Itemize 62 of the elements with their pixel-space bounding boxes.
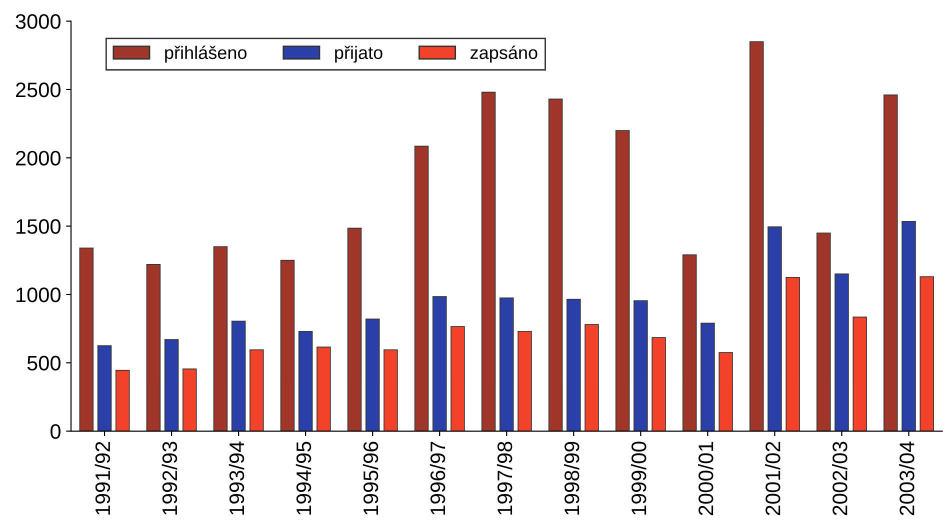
bar bbox=[548, 98, 563, 432]
bar bbox=[786, 276, 800, 432]
bar bbox=[518, 330, 532, 432]
bar bbox=[652, 337, 666, 432]
bar bbox=[116, 370, 130, 432]
bar bbox=[768, 226, 782, 432]
x-tick-label: 1997/98 bbox=[496, 442, 512, 515]
bar bbox=[634, 300, 648, 432]
bar bbox=[97, 345, 112, 432]
y-tick-label: 1000 bbox=[16, 287, 60, 302]
y-tick-label: 1500 bbox=[16, 219, 60, 234]
bar bbox=[347, 228, 362, 432]
bar bbox=[584, 324, 599, 432]
x-tick-label: 1998/99 bbox=[564, 442, 580, 515]
x-tick-label: 1991/92 bbox=[94, 442, 110, 515]
x-tick-label: 1992/93 bbox=[162, 442, 178, 515]
x-tick-label: 2002/03 bbox=[832, 442, 848, 516]
x-tick-label: 2003/04 bbox=[899, 441, 914, 516]
bar bbox=[146, 264, 161, 432]
bar bbox=[615, 130, 630, 432]
bar bbox=[750, 41, 764, 432]
bar bbox=[718, 352, 733, 432]
bar bbox=[298, 330, 313, 432]
y-tick-label: 2000 bbox=[16, 150, 60, 166]
bar bbox=[920, 276, 934, 432]
bar bbox=[231, 320, 246, 432]
bar bbox=[164, 339, 179, 432]
bar bbox=[682, 254, 697, 432]
x-tick-label: 2001/02 bbox=[765, 442, 780, 516]
bar bbox=[700, 322, 715, 432]
bar bbox=[500, 297, 514, 432]
x-tick-label: 1995/96 bbox=[362, 442, 378, 515]
bar bbox=[182, 368, 197, 432]
bar bbox=[384, 349, 398, 432]
x-tick-label: 1999/00 bbox=[630, 442, 646, 515]
bar bbox=[902, 220, 916, 432]
bar bbox=[316, 346, 331, 432]
y-tick-label: 3000 bbox=[16, 14, 60, 29]
bar bbox=[884, 94, 898, 432]
bar bbox=[450, 326, 465, 432]
bar bbox=[566, 298, 581, 432]
y-tick-label: 2500 bbox=[16, 82, 60, 98]
x-tick-label: 1993/94 bbox=[228, 441, 244, 515]
x-tick-label: 2000/01 bbox=[698, 442, 714, 516]
bar bbox=[852, 316, 867, 432]
x-tick-label: 1994/95 bbox=[296, 442, 312, 515]
legend-label: zapsáno bbox=[470, 46, 538, 63]
bar bbox=[213, 246, 228, 432]
bar bbox=[816, 232, 831, 432]
bar bbox=[432, 296, 447, 432]
y-tick-label: 500 bbox=[27, 356, 60, 371]
bar bbox=[414, 146, 429, 432]
bar bbox=[280, 260, 295, 432]
y-tick-label: 0 bbox=[50, 424, 60, 439]
bar bbox=[250, 349, 264, 432]
x-tick-label: 1996/97 bbox=[430, 442, 446, 515]
bar bbox=[481, 92, 496, 432]
bar bbox=[365, 318, 380, 432]
legend-label: přihlášeno bbox=[165, 46, 247, 63]
bar bbox=[834, 274, 849, 432]
legend-label: přijato bbox=[335, 46, 382, 63]
bar bbox=[79, 248, 94, 432]
